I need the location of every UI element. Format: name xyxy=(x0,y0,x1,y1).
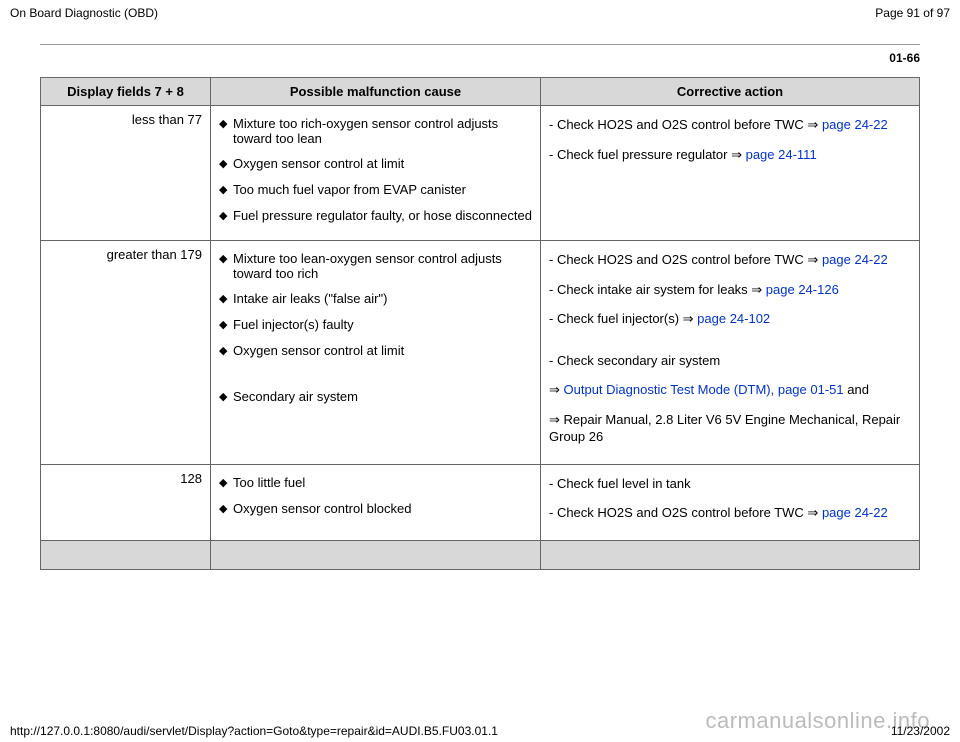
doc-title: On Board Diagnostic (OBD) xyxy=(10,6,158,20)
action-item: - Check HO2S and O2S control before TWC … xyxy=(549,251,911,269)
table-row: less than 77 ◆Mixture too rich-oxygen se… xyxy=(41,106,920,241)
cell-causes: ◆Too little fuel ◆Oxygen sensor control … xyxy=(211,464,541,540)
cell-field: 128 xyxy=(41,464,211,540)
cause-text: Fuel pressure regulator faulty, or hose … xyxy=(233,208,532,223)
bullet-icon: ◆ xyxy=(219,251,233,267)
action-item: ⇒ Repair Manual, 2.8 Liter V6 5V Engine … xyxy=(549,411,911,446)
table-row-empty xyxy=(41,540,920,569)
action-item: - Check HO2S and O2S control before TWC … xyxy=(549,504,911,522)
footer-url: http://127.0.0.1:8080/audi/servlet/Displ… xyxy=(10,724,498,738)
cause-text: Oxygen sensor control blocked xyxy=(233,501,532,516)
section-number: 01-66 xyxy=(40,51,920,65)
cause-text: Intake air leaks ("false air") xyxy=(233,291,532,306)
bullet-icon: ◆ xyxy=(219,475,233,491)
th-display: Display fields 7 + 8 xyxy=(41,78,211,106)
action-item: - Check fuel injector(s) ⇒ page 24-102 xyxy=(549,310,911,328)
divider xyxy=(40,44,920,45)
bullet-icon: ◆ xyxy=(219,182,233,198)
bullet-icon: ◆ xyxy=(219,343,233,359)
footer-date: 11/23/2002 xyxy=(891,724,950,738)
bullet-icon: ◆ xyxy=(219,291,233,307)
cell-field: less than 77 xyxy=(41,106,211,241)
empty-cell xyxy=(211,540,541,569)
page-header: On Board Diagnostic (OBD) Page 91 of 97 xyxy=(0,0,960,24)
table-row: greater than 179 ◆Mixture too lean-oxyge… xyxy=(41,241,920,465)
cause-text: Too much fuel vapor from EVAP canister xyxy=(233,182,532,197)
action-item: ⇒ Output Diagnostic Test Mode (DTM), pag… xyxy=(549,381,911,399)
action-item: - Check HO2S and O2S control before TWC … xyxy=(549,116,911,134)
page-link[interactable]: page 24-102 xyxy=(697,311,770,326)
empty-cell xyxy=(541,540,920,569)
table-header-row: Display fields 7 + 8 Possible malfunctio… xyxy=(41,78,920,106)
content-area: 01-66 Display fields 7 + 8 Possible malf… xyxy=(0,44,960,570)
action-item: - Check intake air system for leaks ⇒ pa… xyxy=(549,281,911,299)
page-link[interactable]: page 24-126 xyxy=(766,282,839,297)
cause-text: Too little fuel xyxy=(233,475,532,490)
bullet-icon: ◆ xyxy=(219,208,233,224)
cause-text: Oxygen sensor control at limit xyxy=(233,343,532,358)
bullet-icon: ◆ xyxy=(219,317,233,333)
bullet-icon: ◆ xyxy=(219,116,233,132)
cause-text: Mixture too lean-oxygen sensor control a… xyxy=(233,251,532,281)
action-item: - Check fuel level in tank xyxy=(549,475,911,493)
bullet-icon: ◆ xyxy=(219,156,233,172)
th-cause: Possible malfunction cause xyxy=(211,78,541,106)
page-link[interactable]: page 24-22 xyxy=(822,505,888,520)
cause-text: Oxygen sensor control at limit xyxy=(233,156,532,171)
cell-causes: ◆Mixture too lean-oxygen sensor control … xyxy=(211,241,541,465)
cell-causes: ◆Mixture too rich-oxygen sensor control … xyxy=(211,106,541,241)
cause-text: Secondary air system xyxy=(233,389,532,404)
cell-actions: - Check HO2S and O2S control before TWC … xyxy=(541,106,920,241)
cause-text: Mixture too rich-oxygen sensor control a… xyxy=(233,116,532,146)
page-counter: Page 91 of 97 xyxy=(875,6,950,20)
action-item: - Check secondary air system xyxy=(549,352,911,370)
action-item: - Check fuel pressure regulator ⇒ page 2… xyxy=(549,146,911,164)
th-action: Corrective action xyxy=(541,78,920,106)
bullet-icon: ◆ xyxy=(219,501,233,517)
empty-cell xyxy=(41,540,211,569)
page-footer: http://127.0.0.1:8080/audi/servlet/Displ… xyxy=(0,724,960,738)
bullet-icon: ◆ xyxy=(219,389,233,405)
page-link[interactable]: page 24-22 xyxy=(822,252,888,267)
cause-text: Fuel injector(s) faulty xyxy=(233,317,532,332)
cell-actions: - Check fuel level in tank - Check HO2S … xyxy=(541,464,920,540)
table-row: 128 ◆Too little fuel ◆Oxygen sensor cont… xyxy=(41,464,920,540)
diagnostic-table: Display fields 7 + 8 Possible malfunctio… xyxy=(40,77,920,570)
page-link[interactable]: page 24-111 xyxy=(746,147,817,162)
cell-field: greater than 179 xyxy=(41,241,211,465)
page-link[interactable]: Output Diagnostic Test Mode (DTM), page … xyxy=(564,382,844,397)
page-link[interactable]: page 24-22 xyxy=(822,117,888,132)
cell-actions: - Check HO2S and O2S control before TWC … xyxy=(541,241,920,465)
